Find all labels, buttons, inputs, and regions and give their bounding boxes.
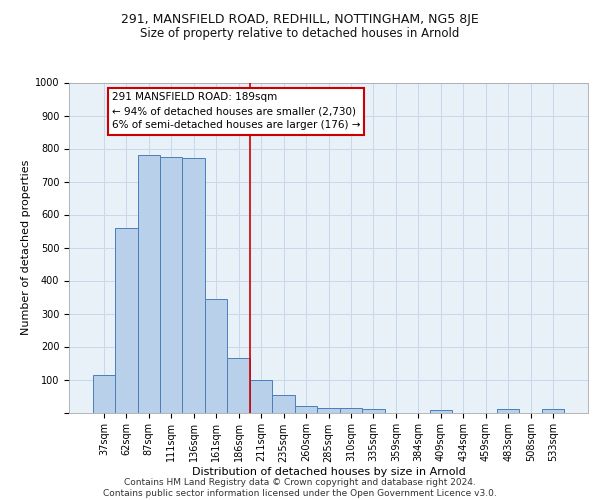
Bar <box>497 409 520 412</box>
Bar <box>430 410 452 412</box>
Bar <box>362 409 385 412</box>
Bar <box>317 408 340 412</box>
Bar <box>137 155 160 412</box>
Bar <box>182 158 205 412</box>
Bar <box>295 406 317 412</box>
Bar <box>250 380 272 412</box>
Text: Size of property relative to detached houses in Arnold: Size of property relative to detached ho… <box>140 28 460 40</box>
Bar <box>115 228 137 412</box>
Bar <box>272 395 295 412</box>
Bar <box>542 409 565 412</box>
Bar <box>340 408 362 412</box>
Bar <box>160 157 182 412</box>
Text: Contains HM Land Registry data © Crown copyright and database right 2024.
Contai: Contains HM Land Registry data © Crown c… <box>103 478 497 498</box>
Text: 291, MANSFIELD ROAD, REDHILL, NOTTINGHAM, NG5 8JE: 291, MANSFIELD ROAD, REDHILL, NOTTINGHAM… <box>121 12 479 26</box>
Text: 291 MANSFIELD ROAD: 189sqm
← 94% of detached houses are smaller (2,730)
6% of se: 291 MANSFIELD ROAD: 189sqm ← 94% of deta… <box>112 92 360 130</box>
Bar <box>227 358 250 412</box>
X-axis label: Distribution of detached houses by size in Arnold: Distribution of detached houses by size … <box>191 467 466 477</box>
Y-axis label: Number of detached properties: Number of detached properties <box>20 160 31 335</box>
Bar <box>205 298 227 412</box>
Bar <box>92 375 115 412</box>
